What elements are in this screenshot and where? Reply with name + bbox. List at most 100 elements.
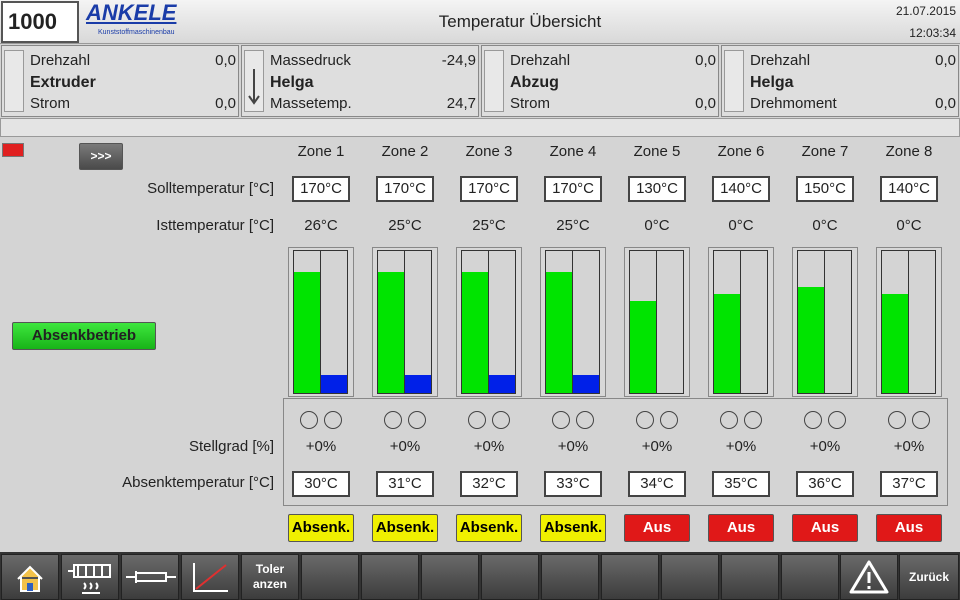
bar-frame <box>288 247 354 397</box>
tolerances-button[interactable]: Toler anzen <box>241 554 299 600</box>
status-lamp <box>576 411 594 429</box>
setback-field[interactable]: 33°C <box>544 471 602 497</box>
row-label: Solltemperatur [°C] <box>147 180 274 197</box>
output-value: +0% <box>473 438 505 455</box>
status-lamp <box>888 411 906 429</box>
heating-button[interactable] <box>61 554 119 600</box>
empty-button[interactable] <box>481 554 539 600</box>
back-button[interactable]: Zurück <box>899 554 959 600</box>
actual-bar <box>489 375 515 393</box>
panel-side <box>484 50 504 112</box>
header-bar <box>0 0 960 44</box>
bar-column <box>713 250 741 394</box>
panel-value: 0,0 <box>935 52 956 69</box>
panel-value: 0,0 <box>935 95 956 112</box>
bar-column <box>320 250 348 394</box>
panel-name: Helga <box>750 74 794 91</box>
bar-column <box>404 250 432 394</box>
mode-button[interactable]: Absenk. <box>372 514 438 542</box>
expand-button[interactable]: >>> <box>79 143 123 170</box>
setback-field[interactable]: 37°C <box>880 471 938 497</box>
mode-button[interactable]: Aus <box>708 514 774 542</box>
home-button[interactable] <box>1 554 59 600</box>
setback-field[interactable]: 30°C <box>292 471 350 497</box>
mode-button[interactable]: Aus <box>876 514 942 542</box>
actual-value: 26°C <box>304 217 338 234</box>
actual-bar <box>321 374 347 393</box>
panel-label: Massedruck <box>270 52 351 69</box>
mode-button[interactable]: Absenk. <box>456 514 522 542</box>
button-label: Toler <box>255 562 285 576</box>
empty-button[interactable] <box>361 554 419 600</box>
bar-frame <box>792 247 858 397</box>
status-lamp <box>660 411 678 429</box>
status-lamp <box>300 411 318 429</box>
zone-frame <box>283 398 948 506</box>
empty-button[interactable] <box>721 554 779 600</box>
setpoint-field[interactable]: 170°C <box>376 176 434 202</box>
setpoint-bar <box>546 272 572 393</box>
output-value: +0% <box>389 438 421 455</box>
logo: ANKELE <box>86 0 177 25</box>
mode-button[interactable]: Absenk. <box>540 514 606 542</box>
logo-sub: Kunststoffmaschinenbau <box>98 29 175 36</box>
panel-value: 0,0 <box>215 95 236 112</box>
zone-name: Zone 7 <box>801 143 849 160</box>
bar-column <box>293 250 321 394</box>
empty-button[interactable] <box>661 554 719 600</box>
mode-button[interactable]: Aus <box>792 514 858 542</box>
arrow-icon <box>248 69 260 105</box>
setpoint-bar <box>378 272 404 393</box>
setback-field[interactable]: 35°C <box>712 471 770 497</box>
trend-button[interactable] <box>181 554 239 600</box>
empty-button[interactable] <box>541 554 599 600</box>
mode-button[interactable]: Absenk. <box>288 514 354 542</box>
setpoint-field[interactable]: 170°C <box>460 176 518 202</box>
panel-side <box>724 50 744 112</box>
panel-label: Strom <box>30 95 71 112</box>
empty-button[interactable] <box>601 554 659 600</box>
status-strip <box>0 118 960 137</box>
zone-name: Zone 4 <box>549 143 597 160</box>
setpoint-field[interactable]: 130°C <box>628 176 686 202</box>
empty-button[interactable] <box>301 554 359 600</box>
setback-mode-button[interactable]: Absenkbetrieb <box>12 322 156 350</box>
panel-label: Drehmoment <box>750 95 837 112</box>
empty-button[interactable] <box>781 554 839 600</box>
bar-column <box>377 250 405 394</box>
alarm-indicator <box>2 143 24 157</box>
row-label: Isttemperatur [°C] <box>156 217 274 234</box>
setpoint-field[interactable]: 170°C <box>544 176 602 202</box>
mode-button[interactable]: Aus <box>624 514 690 542</box>
setpoint-field[interactable]: 140°C <box>880 176 938 202</box>
setpoint-field[interactable]: 150°C <box>796 176 854 202</box>
actual-value: 25°C <box>388 217 422 234</box>
zone-name: Zone 2 <box>381 143 429 160</box>
setback-field[interactable]: 32°C <box>460 471 518 497</box>
bar-frame <box>456 247 522 397</box>
panel-value: 24,7 <box>446 95 476 112</box>
setback-field[interactable]: 31°C <box>376 471 434 497</box>
panel-side <box>244 50 264 112</box>
bar-column <box>656 250 684 394</box>
panel-label: Massetemp. <box>270 95 352 112</box>
setback-field[interactable]: 34°C <box>628 471 686 497</box>
bar-column <box>461 250 489 394</box>
panel-value: 0,0 <box>695 52 716 69</box>
info-panel: Massedruck -24,9 Helga Massetemp. 24,7 <box>241 45 479 117</box>
status-lamp <box>384 411 402 429</box>
bar-column <box>908 250 936 394</box>
output-value: +0% <box>725 438 757 455</box>
panel-value: 0,0 <box>695 95 716 112</box>
extruder-button[interactable] <box>121 554 179 600</box>
setpoint-field[interactable]: 170°C <box>292 176 350 202</box>
warning-button[interactable] <box>840 554 898 600</box>
info-panel: Drehzahl 0,0 Abzug Strom 0,0 <box>481 45 719 117</box>
setback-field[interactable]: 36°C <box>796 471 854 497</box>
zone-name: Zone 3 <box>465 143 513 160</box>
bar-frame <box>540 247 606 397</box>
status-lamp <box>636 411 654 429</box>
actual-value: 0°C <box>644 217 670 234</box>
setpoint-field[interactable]: 140°C <box>712 176 770 202</box>
empty-button[interactable] <box>421 554 479 600</box>
